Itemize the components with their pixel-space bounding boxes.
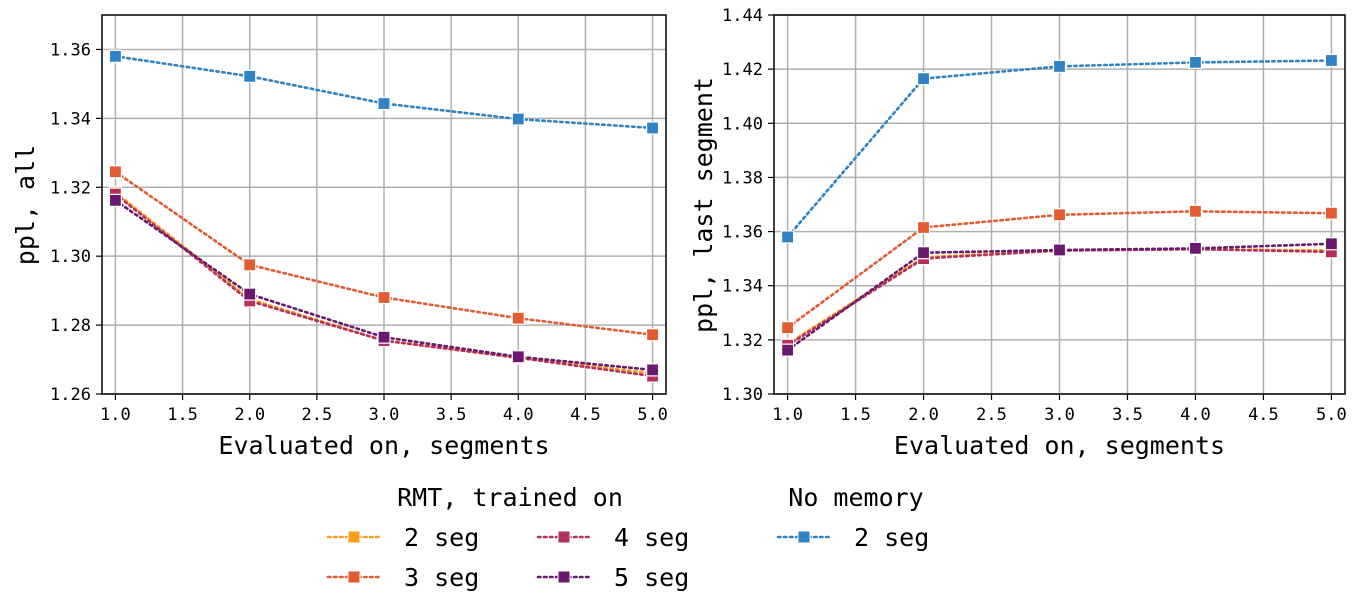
y-tick-label: 1.30	[50, 247, 91, 267]
series-marker-1	[780, 321, 795, 335]
y-tick-label: 1.42	[722, 60, 763, 80]
series-marker-3	[377, 330, 391, 344]
legend-entry: 4 seg	[536, 523, 689, 552]
y-tick-label: 1.44	[722, 6, 763, 26]
legend-entry: 5 seg	[536, 563, 689, 592]
series-marker-4	[1188, 55, 1203, 69]
series-marker-4	[780, 230, 795, 244]
series-marker-1	[1188, 204, 1203, 218]
x-tick-label: 3.5	[1112, 405, 1143, 425]
series-marker-3	[916, 246, 931, 260]
y-tick-label: 1.32	[50, 178, 91, 198]
series-marker-4	[645, 121, 660, 135]
x-tick-label: 3.0	[369, 405, 400, 425]
y-axis-label: ppl, last segment	[689, 77, 718, 333]
series-marker-1	[1324, 206, 1339, 220]
y-tick-label: 1.40	[722, 114, 763, 134]
legend-label: 2 seg	[854, 523, 929, 552]
x-tick-label: 1.0	[100, 405, 131, 425]
x-tick-label: 1.5	[167, 405, 198, 425]
y-tick-label: 1.32	[722, 331, 763, 351]
series-marker-3	[1188, 241, 1203, 255]
y-tick-label: 1.38	[722, 168, 763, 188]
series-marker-4	[243, 69, 257, 83]
x-tick-label: 4.0	[1180, 405, 1211, 425]
legend-label: 5 seg	[614, 563, 689, 592]
series-marker-1	[243, 258, 257, 272]
series-marker-4	[108, 49, 123, 63]
series-marker-1	[645, 328, 660, 342]
x-tick-label: 5.0	[1316, 405, 1347, 425]
series-marker-4	[916, 72, 931, 86]
series-marker-3	[108, 193, 123, 207]
legend-title-rmt: RMT, trained on	[397, 483, 623, 512]
legend-marker	[557, 570, 571, 584]
y-tick-label: 1.34	[722, 277, 763, 297]
y-tick-label: 1.30	[722, 385, 763, 405]
x-tick-label: 2.0	[908, 405, 939, 425]
series-marker-3	[1052, 243, 1067, 257]
series-marker-3	[780, 343, 795, 357]
x-tick-label: 3.5	[436, 405, 467, 425]
y-tick-label: 1.36	[50, 40, 91, 60]
series-marker-4	[1324, 53, 1339, 68]
series-marker-1	[108, 165, 123, 179]
legend-label: 4 seg	[614, 523, 689, 552]
x-tick-label: 2.0	[234, 405, 265, 425]
series-marker-1	[511, 311, 525, 325]
series-marker-4	[511, 112, 525, 126]
x-tick-label: 4.5	[1248, 405, 1279, 425]
legend-entry: 3 seg	[326, 563, 479, 592]
series-marker-1	[377, 290, 391, 305]
x-tick-label: 1.0	[772, 405, 803, 425]
series-marker-1	[1052, 208, 1067, 222]
x-tick-label: 4.0	[503, 405, 534, 425]
x-tick-label: 1.5	[840, 405, 871, 425]
series-marker-1	[916, 220, 931, 235]
legend-label: 2 seg	[404, 523, 479, 552]
series-marker-3	[243, 287, 257, 301]
legend-entry: 2 seg	[326, 523, 479, 552]
right-chart-panel: 1.0 1.5 2.0 2.5 3.0 3.5 4.0 4.5 5.0 1.30 1.32 1.34 1…	[689, 6, 1347, 460]
legend-entry: 2 seg	[776, 523, 929, 552]
series-marker-3	[511, 350, 525, 364]
series-marker-3	[645, 363, 660, 377]
series-marker-3	[1324, 237, 1339, 251]
legend-label: 3 seg	[404, 563, 479, 592]
legend-title-no-memory: No memory	[788, 483, 923, 512]
legend-marker	[347, 570, 361, 584]
x-tick-label: 4.5	[570, 405, 601, 425]
left-chart-panel: 1.0 1.5 2.0 2.5 3.0 3.5 4.0 4.5 5.0 1.26 1.28 1.30 1…	[11, 14, 668, 460]
y-axis-label: ppl, all	[11, 145, 40, 265]
series-marker-4	[1052, 59, 1067, 74]
legend-marker	[347, 530, 361, 544]
y-tick-label: 1.28	[50, 316, 91, 336]
series-marker-4	[377, 96, 391, 111]
x-axis-label: Evaluated on, segments	[218, 431, 549, 460]
x-tick-label: 3.0	[1044, 405, 1075, 425]
x-axis-label: Evaluated on, segments	[894, 431, 1225, 460]
y-tick-label: 1.26	[50, 385, 91, 405]
y-tick-label: 1.36	[722, 223, 763, 243]
legend: RMT, trained on No memory 2 seg 3 seg 4 se…	[326, 483, 929, 592]
x-tick-label: 2.5	[301, 405, 332, 425]
x-tick-label: 2.5	[976, 405, 1007, 425]
legend-marker	[557, 530, 571, 544]
x-tick-label: 5.0	[637, 405, 668, 425]
legend-marker	[797, 530, 811, 544]
y-tick-label: 1.34	[50, 109, 91, 129]
